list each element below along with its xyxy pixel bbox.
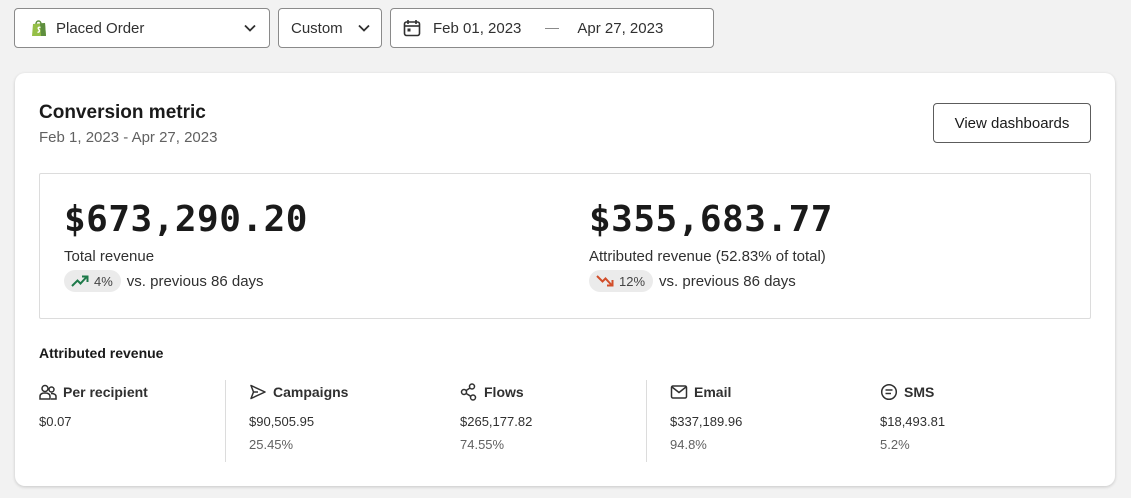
date-range-separator — [545, 27, 560, 29]
comparison-text: vs. previous 86 days — [126, 272, 264, 290]
attributed-revenue-comparison: 12% vs. previous 86 days — [589, 270, 833, 292]
card-title: Conversion metric — [39, 102, 206, 123]
metric-select[interactable]: Placed Order — [14, 8, 270, 48]
divider — [646, 380, 647, 462]
divider — [225, 380, 226, 462]
view-dashboards-button[interactable]: View dashboards — [933, 103, 1091, 143]
stat-value: $337,189.96 — [670, 414, 743, 429]
total-revenue-comparison: 4% vs. previous 86 days — [64, 270, 308, 292]
stat-name: Campaigns — [273, 384, 349, 400]
attributed-revenue-stat: $355,683.77 Attributed revenue (52.83% o… — [589, 200, 833, 292]
calendar-icon — [403, 19, 421, 37]
stat-value: $0.07 — [39, 414, 72, 429]
attributed-revenue-label: Attributed revenue (52.83% of total) — [589, 248, 826, 265]
total-revenue-stat: $673,290.20 Total revenue 4% vs. previou… — [64, 200, 308, 292]
trend-badge: 12% — [589, 270, 654, 292]
stat-value: $265,177.82 — [460, 414, 533, 429]
revenue-summary: $673,290.20 Total revenue 4% vs. previou… — [39, 173, 1091, 319]
total-revenue-label: Total revenue — [64, 248, 155, 265]
trend-percent: 4% — [94, 273, 113, 289]
range-select-label: Custom — [291, 19, 343, 37]
total-revenue-value: $673,290.20 — [64, 199, 308, 240]
stat-percent: 5.2% — [880, 437, 910, 452]
chevron-down-icon — [357, 21, 371, 35]
attributed-revenue-value: $355,683.77 — [589, 199, 833, 240]
email-stat: Email $337,189.96 94.8% — [670, 379, 742, 463]
conversion-metric-card: Conversion metric Feb 1, 2023 - Apr 27, … — [15, 73, 1115, 486]
date-range-picker[interactable]: Feb 01, 2023 Apr 27, 2023 — [390, 8, 714, 48]
people-icon — [39, 383, 57, 401]
trend-badge: 4% — [64, 270, 121, 292]
stat-value: $18,493.81 — [880, 414, 946, 429]
send-icon — [249, 383, 267, 401]
metric-select-label: Placed Order — [56, 19, 145, 37]
card-date-range: Feb 1, 2023 - Apr 27, 2023 — [39, 129, 218, 146]
trend-up-icon — [71, 274, 89, 288]
stat-name: SMS — [904, 384, 935, 400]
comparison-text: vs. previous 86 days — [659, 272, 796, 290]
date-from-field[interactable]: Feb 01, 2023 — [433, 19, 522, 37]
trend-percent: 12% — [619, 273, 646, 289]
date-to-field[interactable]: Apr 27, 2023 — [577, 19, 664, 37]
flow-icon — [460, 383, 478, 401]
per-recipient-stat: Per recipient $0.07 — [39, 379, 148, 463]
stat-name: Email — [694, 384, 732, 400]
stat-percent: 74.55% — [460, 437, 505, 452]
attributed-revenue-heading: Attributed revenue — [39, 345, 164, 361]
attributed-revenue-breakdown: Per recipient $0.07 Campaigns $90,505.95… — [39, 379, 1099, 463]
flows-stat: Flows $265,177.82 74.55% — [460, 379, 532, 463]
shopify-bag-icon — [31, 19, 47, 37]
stat-percent: 25.45% — [249, 437, 294, 452]
stat-value: $90,505.95 — [249, 414, 315, 429]
stat-name: Per recipient — [63, 384, 148, 400]
sms-icon — [880, 383, 898, 401]
campaigns-stat: Campaigns $90,505.95 25.45% — [249, 379, 348, 463]
trend-down-icon — [596, 274, 614, 288]
stat-percent: 94.8% — [670, 437, 707, 452]
sms-stat: SMS $18,493.81 5.2% — [880, 379, 945, 463]
mail-icon — [670, 383, 688, 401]
stat-name: Flows — [484, 384, 524, 400]
chevron-down-icon — [243, 21, 257, 35]
date-range-preset-select[interactable]: Custom — [278, 8, 382, 48]
